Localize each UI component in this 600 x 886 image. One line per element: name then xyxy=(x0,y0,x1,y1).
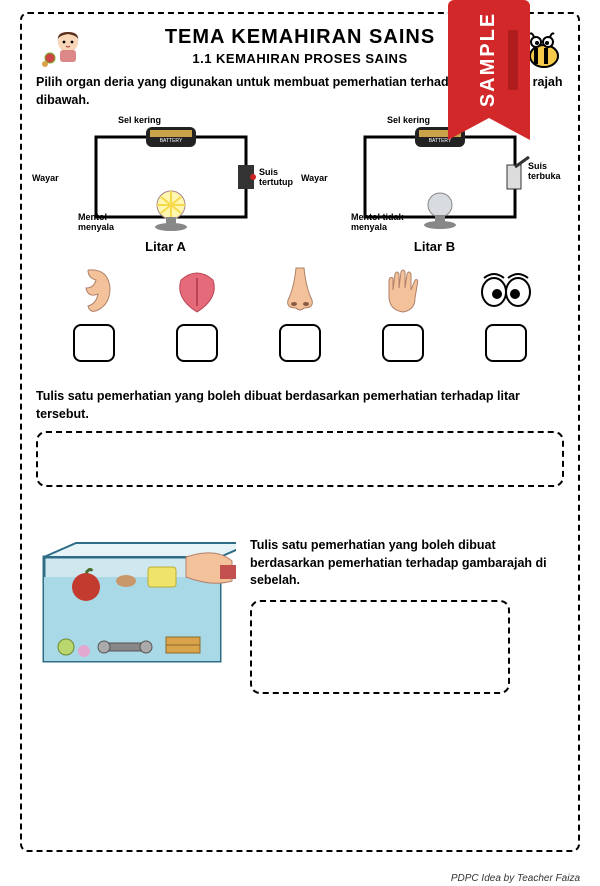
label-wire-b: Wayar xyxy=(301,173,328,183)
answer-box-2[interactable] xyxy=(250,600,510,694)
footer-credit: PDPC Idea by Teacher Faiza xyxy=(451,873,580,884)
sense-ear xyxy=(58,264,130,362)
question-3-row: Tulis satu pemerhatian yang boleh dibuat… xyxy=(36,537,564,694)
aquarium-icon xyxy=(36,537,236,682)
girl-icon xyxy=(42,28,90,68)
sense-tongue xyxy=(161,264,233,362)
question-3-text: Tulis satu pemerhatian yang boleh dibuat… xyxy=(250,537,564,590)
label-switch-a: Suis tertutup xyxy=(259,167,299,187)
question-3-right: Tulis satu pemerhatian yang boleh dibuat… xyxy=(250,537,564,694)
hand-icon xyxy=(377,264,429,316)
label-switch-b: Suis terbuka xyxy=(528,161,568,181)
checkbox-nose[interactable] xyxy=(279,324,321,362)
label-bulb-a: Mentol menyala xyxy=(78,212,118,232)
label-wire-a: Wayar xyxy=(32,173,59,183)
checkbox-ear[interactable] xyxy=(73,324,115,362)
eyes-icon xyxy=(478,264,534,316)
checkbox-eyes[interactable] xyxy=(485,324,527,362)
svg-text:BATTERY: BATTERY xyxy=(159,138,182,144)
circuit-a-name: Litar A xyxy=(36,239,295,254)
checkbox-tongue[interactable] xyxy=(176,324,218,362)
question-2: Tulis satu pemerhatian yang boleh dibuat… xyxy=(36,388,564,423)
label-battery-b: Sel kering xyxy=(387,115,430,125)
tongue-icon xyxy=(171,264,223,316)
ear-icon xyxy=(68,264,120,316)
checkbox-hand[interactable] xyxy=(382,324,424,362)
sense-eyes xyxy=(470,264,542,362)
sense-nose xyxy=(264,264,336,362)
label-battery-a: Sel kering xyxy=(118,115,161,125)
nose-icon xyxy=(274,264,326,316)
sense-hand xyxy=(367,264,439,362)
label-bulb-b: Mentol tidak menyala xyxy=(351,212,407,232)
circuit-a: Sel kering Wayar Suis tertutup Mentol me… xyxy=(36,117,295,254)
sample-ribbon: SAMPLE xyxy=(448,0,530,140)
circuit-b-name: Litar B xyxy=(305,239,564,254)
senses-row xyxy=(36,264,564,362)
ribbon-text: SAMPLE xyxy=(478,11,501,106)
answer-box-1[interactable] xyxy=(36,431,564,487)
